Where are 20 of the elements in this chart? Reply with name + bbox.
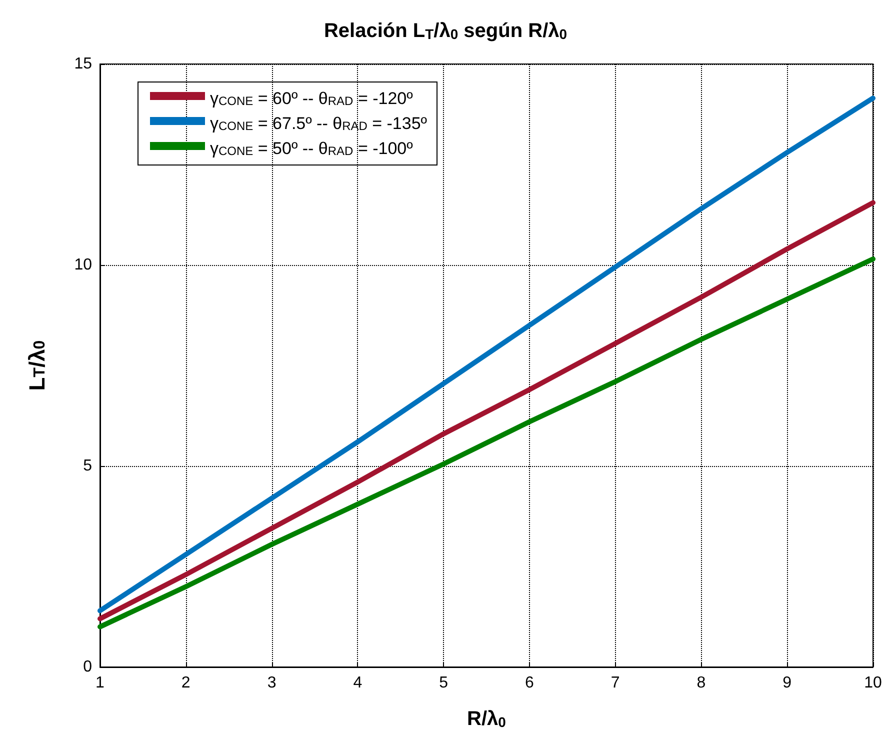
legend-label: γCONE = 50º -- θRAD = -100º (210, 139, 413, 158)
x-tick-label: 5 (439, 674, 448, 692)
legend-label: γCONE = 67.5º -- θRAD = -135º (210, 114, 428, 133)
x-tick-label: 7 (610, 674, 620, 692)
legend-label: γCONE = 60º -- θRAD = -120º (210, 89, 413, 108)
y-tick-label: 15 (74, 56, 92, 72)
x-tick-label: 2 (181, 674, 190, 692)
x-axis-title: R/λ0 (467, 708, 506, 730)
x-tick-label: 8 (696, 674, 706, 692)
x-tick-label: 1 (96, 674, 105, 692)
x-tick-label: 6 (524, 674, 534, 692)
x-tick-label: 10 (864, 674, 882, 692)
y-axis-title: LT/λ0 (24, 340, 50, 391)
chart-title: Relación LT/λ0 según R/λ0 (324, 20, 568, 42)
x-tick-label: 3 (267, 674, 276, 692)
x-tick-label: 9 (782, 674, 792, 692)
y-tick-label: 0 (83, 658, 92, 676)
y-tick-label: 10 (74, 256, 92, 274)
x-tick-label: 4 (353, 674, 362, 692)
y-tick-label: 5 (83, 458, 92, 474)
